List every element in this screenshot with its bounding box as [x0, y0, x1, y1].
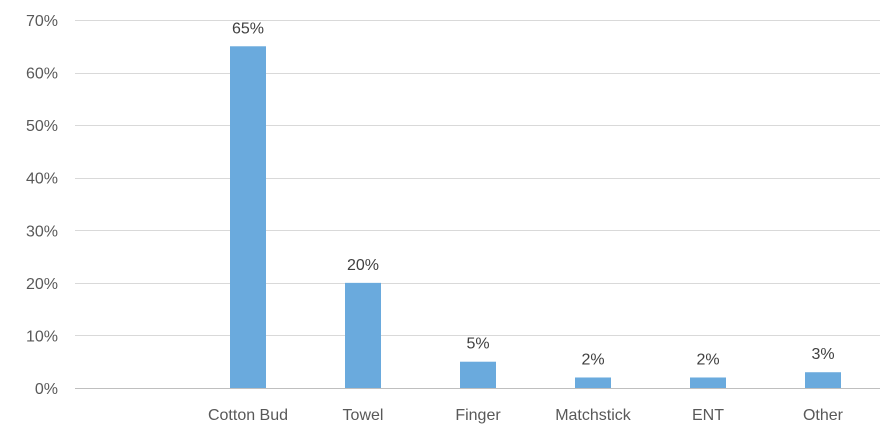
bars	[230, 46, 841, 389]
y-tick-label: 20%	[26, 276, 58, 293]
y-tick-label: 0%	[35, 381, 58, 398]
data-label: 65%	[232, 20, 264, 37]
data-labels: 65% 20% 5% 2% 2% 3%	[232, 20, 835, 368]
x-tick-label: Other	[803, 407, 844, 424]
gridlines	[75, 20, 880, 389]
y-axis-tick-labels: 0% 10% 20% 30% 40% 50% 60% 70%	[26, 13, 58, 398]
y-tick-label: 60%	[26, 66, 58, 83]
data-label: 2%	[581, 351, 604, 368]
data-label: 2%	[696, 351, 719, 368]
bar-ent	[690, 377, 726, 388]
x-tick-label: Towel	[343, 407, 384, 424]
x-axis-tick-labels: Cotton Bud Towel Finger Matchstick ENT Other	[208, 407, 844, 424]
bar-towel	[345, 282, 381, 388]
x-tick-label: Matchstick	[555, 407, 632, 424]
x-tick-label: ENT	[692, 407, 724, 424]
y-tick-label: 50%	[26, 118, 58, 135]
y-tick-label: 40%	[26, 171, 58, 188]
bar-matchstick	[575, 377, 611, 388]
bar-finger	[460, 361, 496, 388]
data-label: 20%	[347, 257, 379, 274]
x-tick-label: Cotton Bud	[208, 407, 288, 424]
y-tick-label: 70%	[26, 13, 58, 30]
y-tick-label: 30%	[26, 223, 58, 240]
y-tick-label: 10%	[26, 328, 58, 345]
bar-cotton-bud	[230, 46, 266, 389]
bar-other	[805, 372, 841, 388]
data-label: 3%	[811, 346, 834, 363]
data-label: 5%	[466, 336, 489, 353]
x-tick-label: Finger	[455, 407, 501, 424]
